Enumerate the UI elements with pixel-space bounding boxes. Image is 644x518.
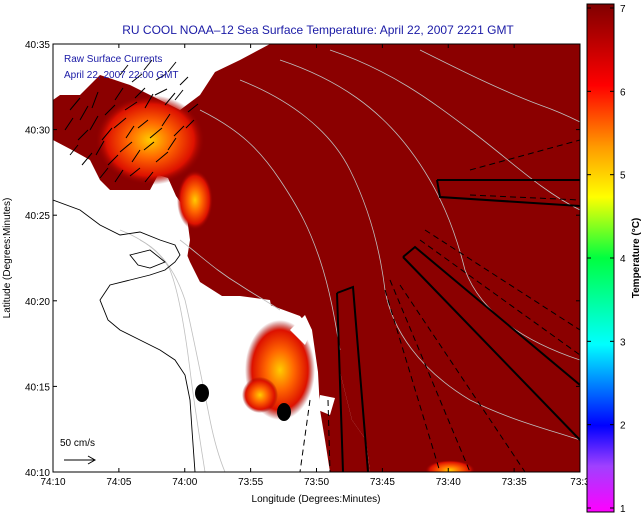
station-marker-west	[195, 384, 209, 402]
y-tick-label: 40:35	[25, 40, 50, 51]
colorbar-label: Temperature (°C)	[631, 218, 642, 299]
land-mask-gaps	[290, 315, 335, 415]
x-tick-label: 73:55	[238, 477, 263, 488]
coastline-island	[129, 249, 166, 269]
annotation-currents: Raw Surface Currents	[64, 54, 162, 65]
y-tick-label: 40:30	[25, 126, 50, 137]
colorbar-tick-label: 3	[620, 337, 626, 348]
y-axis: 40:35 40:30 40:25 40:20 40:15 40:10	[25, 40, 580, 479]
x-axis-label: Longitude (Degrees:Minutes)	[252, 494, 381, 505]
colorbar-ticks: 7 6 5 4 3 2 1	[587, 4, 626, 515]
y-axis-label: Latitude (Degrees:Minutes)	[2, 198, 13, 319]
x-axis: 74:10 74:05 74:00 73:55 73:50 73:45 73:40 73:35…	[40, 44, 590, 488]
x-tick-label: 74:05	[106, 477, 131, 488]
x-tick-label: 73:45	[370, 477, 395, 488]
warm-patch-coast	[177, 170, 213, 230]
colorbar-tick-label: 7	[620, 4, 626, 15]
x-tick-label: 74:10	[40, 477, 65, 488]
colorbar-tick-label: 4	[620, 254, 626, 265]
x-tick-label: 73:35	[502, 477, 527, 488]
colorbar	[586, 3, 615, 513]
y-tick-label: 40:15	[25, 382, 50, 393]
scale-label: 50 cm/s	[60, 438, 95, 449]
x-tick-label: 74:00	[172, 477, 197, 488]
warm-patch-sw	[242, 377, 278, 413]
x-tick-label: 73:50	[304, 477, 329, 488]
y-tick-label: 40:10	[25, 468, 50, 479]
colorbar-tick-label: 2	[620, 421, 626, 432]
colorbar-tick-label: 5	[620, 171, 626, 182]
scale-arrow	[64, 455, 97, 465]
x-tick-label: 73:3	[570, 477, 590, 488]
current-vectors	[64, 59, 199, 183]
chart-title: RU COOL NOAA–12 Sea Surface Temperature:…	[122, 23, 514, 37]
station-marker-east	[277, 403, 291, 421]
coastline	[53, 199, 196, 472]
colorbar-tick-label: 6	[620, 87, 626, 98]
annotation-time: April 22, 2007 22:00 GMT	[64, 70, 179, 81]
warm-patch-north	[95, 95, 205, 185]
sampling-tracks	[299, 139, 580, 472]
sst-field-lower	[318, 372, 370, 472]
x-tick-label: 73:40	[436, 477, 461, 488]
y-tick-label: 40:25	[25, 211, 50, 222]
y-tick-label: 40:20	[25, 297, 50, 308]
map-area	[53, 44, 580, 472]
colorbar-tick-label: 1	[620, 504, 626, 515]
